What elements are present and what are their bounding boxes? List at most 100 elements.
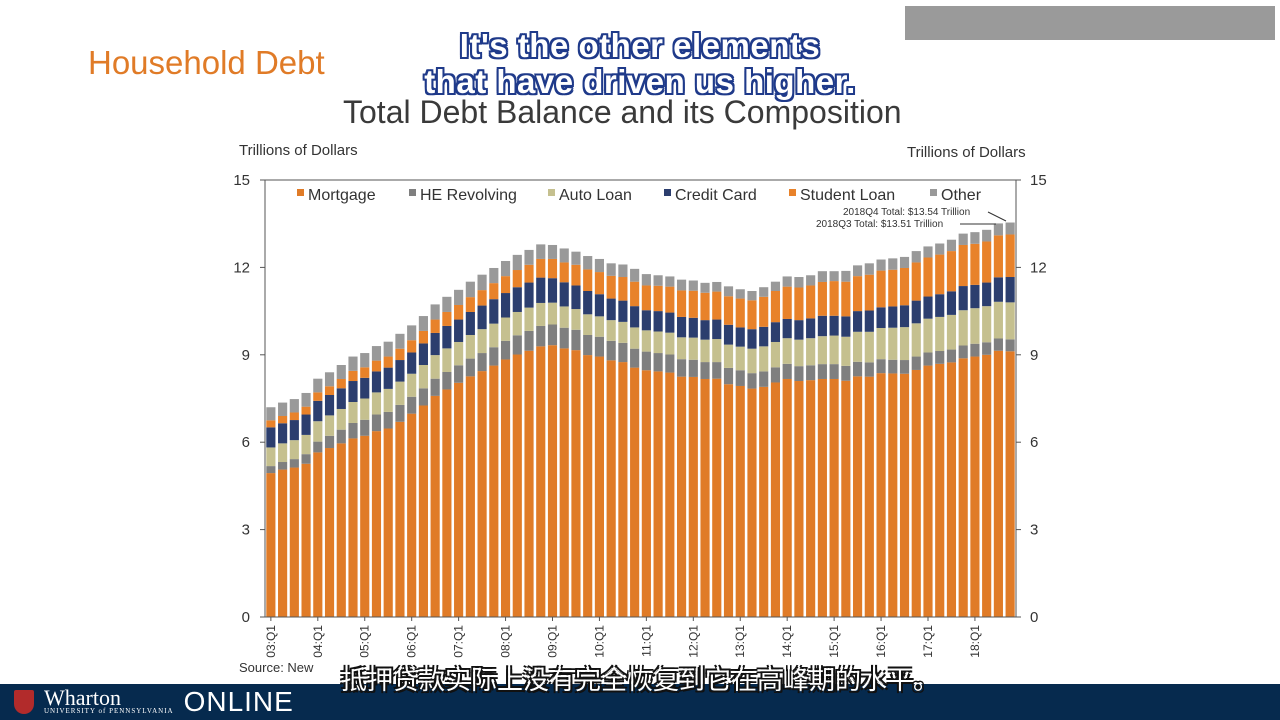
- bar-segment-mortgage: [641, 370, 651, 617]
- bar-segment-credit-card: [876, 307, 886, 328]
- bar-segment-student-loan: [982, 241, 992, 283]
- bar-segment-mortgage: [301, 463, 311, 617]
- bar-segment-he-revolving: [454, 365, 464, 383]
- bar-segment-student-loan: [465, 297, 475, 312]
- bar-segment-student-loan: [571, 264, 581, 286]
- bar-segment-he-revolving: [770, 367, 781, 383]
- legend: Mortgage HE Revolving Auto Loan Credit Card…: [297, 187, 982, 204]
- bar-segment-student-loan: [970, 243, 980, 285]
- bar-segment-other: [313, 378, 323, 393]
- bar-segment-he-revolving: [923, 352, 933, 366]
- bar-segment-auto-loan: [500, 317, 511, 341]
- bar-segment-he-revolving: [970, 343, 980, 357]
- bar-segment-student-loan: [594, 272, 604, 295]
- bar-segment-he-revolving: [946, 349, 957, 363]
- bar-segment-mortgage: [324, 448, 335, 617]
- bar-segment-auto-loan: [278, 443, 288, 463]
- bar-segment-other: [289, 399, 299, 413]
- bar-segment-credit-card: [547, 278, 558, 303]
- bar-segment-mortgage: [547, 345, 558, 617]
- bar-segment-mortgage: [700, 378, 710, 617]
- bar-segment-credit-card: [899, 305, 910, 328]
- bar-segment-mortgage: [371, 431, 382, 617]
- bar-segment-he-revolving: [1005, 339, 1015, 352]
- brand-online: ONLINE: [183, 686, 294, 717]
- bar-segment-student-loan: [477, 290, 487, 306]
- bar-segment-auto-loan: [336, 408, 346, 430]
- bar-segment-mortgage: [1005, 351, 1015, 617]
- bar-segment-mortgage: [770, 382, 781, 617]
- bar-segment-other: [676, 279, 687, 291]
- x-tick-label: 08:Q1: [499, 625, 513, 658]
- bar-segment-he-revolving: [559, 327, 569, 349]
- legend-label-he-revolving: HE Revolving: [420, 187, 517, 204]
- bar-segment-he-revolving: [606, 340, 616, 361]
- bar-segment-other: [583, 256, 593, 270]
- bar-segment-student-loan: [747, 300, 757, 330]
- bar-segment-other: [829, 271, 839, 282]
- bar-segment-credit-card: [454, 319, 464, 342]
- x-tick-label: 16:Q1: [874, 625, 888, 658]
- bar-segment-auto-loan: [841, 336, 851, 366]
- bar-segment-auto-loan: [817, 336, 827, 365]
- legend-label-other: Other: [941, 187, 982, 204]
- bar-segment-credit-card: [618, 300, 628, 322]
- y-tick-label-left: 6: [242, 434, 250, 451]
- bar-segment-student-loan: [864, 274, 874, 311]
- wharton-logo: Wharton UNIVERSITY of PENNSYLVANIA ONLIN…: [14, 684, 294, 720]
- legend-label-mortgage: Mortgage: [308, 187, 376, 204]
- bar-segment-mortgage: [489, 365, 499, 617]
- total-annotations: 2018Q4 Total: $13.54 Trillion 2018Q3 Tot…: [816, 207, 1007, 230]
- bar-segment-he-revolving: [289, 459, 299, 468]
- bar-segment-he-revolving: [278, 462, 288, 470]
- y-axis-label-right: Trillions of Dollars: [907, 144, 1026, 161]
- bar-segment-credit-card: [630, 306, 640, 328]
- bar-segment-student-loan: [524, 264, 534, 283]
- bar-segment-credit-card: [465, 311, 475, 335]
- bar-segment-auto-loan: [911, 323, 921, 357]
- bar-segment-credit-card: [700, 320, 710, 340]
- y-tick-label-right: 15: [1030, 172, 1047, 189]
- x-tick-label: 13:Q1: [733, 625, 747, 658]
- bar-segment-credit-card: [993, 277, 1003, 302]
- bar-segment-he-revolving: [594, 336, 604, 357]
- bar-segment-auto-loan: [653, 331, 663, 354]
- bar-segment-auto-loan: [418, 365, 428, 389]
- bar-segment-credit-card: [888, 306, 898, 328]
- x-tick-label: 18:Q1: [968, 625, 982, 658]
- bar-segment-he-revolving: [489, 347, 499, 366]
- bar-segment-other: [747, 291, 757, 301]
- bar-segment-mortgage: [524, 350, 534, 617]
- bar-segment-other: [700, 282, 710, 293]
- annotation-q3: 2018Q3 Total: $13.51 Trillion: [816, 219, 943, 230]
- bar-segment-student-loan: [371, 360, 382, 372]
- bar-segment-mortgage: [841, 380, 851, 617]
- bar-segment-credit-card: [958, 286, 968, 311]
- bar-segment-auto-loan: [923, 318, 933, 353]
- bar-segment-mortgage: [442, 389, 452, 617]
- bar-segment-student-loan: [735, 298, 745, 328]
- bar-segment-he-revolving: [383, 411, 393, 429]
- bar-segment-mortgage: [477, 371, 487, 617]
- bar-segment-other: [301, 392, 311, 407]
- bar-segment-other: [899, 256, 910, 268]
- bar-segment-he-revolving: [313, 441, 323, 453]
- bars-group: [266, 222, 1015, 617]
- bar-segment-auto-loan: [899, 327, 910, 361]
- bar-segment-he-revolving: [993, 338, 1003, 351]
- bar-segment-student-loan: [500, 276, 511, 294]
- bar-segment-he-revolving: [348, 422, 358, 439]
- bar-segment-he-revolving: [759, 371, 769, 387]
- bar-segment-he-revolving: [735, 370, 745, 386]
- bar-segment-student-loan: [806, 285, 816, 319]
- bar-segment-credit-card: [594, 294, 604, 317]
- bar-segment-mortgage: [853, 376, 863, 617]
- bar-segment-he-revolving: [747, 373, 757, 389]
- legend-swatch-other: [930, 189, 937, 196]
- annotation-arrow-q4: [987, 211, 1007, 222]
- bar-segment-student-loan: [630, 281, 640, 307]
- x-tick-label: 12:Q1: [686, 625, 700, 658]
- bar-segment-student-loan: [618, 277, 628, 301]
- bar-segment-he-revolving: [935, 351, 945, 364]
- bar-segment-mortgage: [336, 443, 346, 617]
